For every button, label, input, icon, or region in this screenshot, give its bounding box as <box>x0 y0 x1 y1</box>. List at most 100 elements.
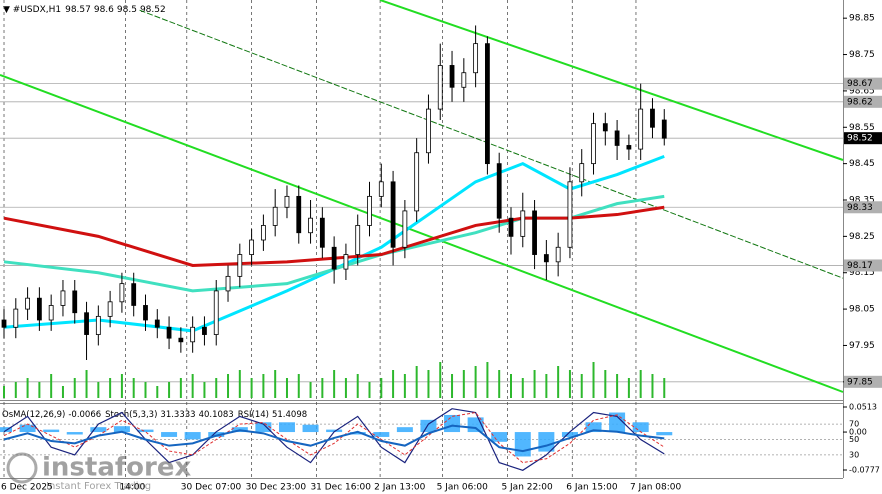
trend-line <box>139 9 844 279</box>
menu-arrow: ▼ <box>3 5 13 15</box>
watermark: instaforex Instant Forex Trading <box>6 452 192 492</box>
osma-bar <box>43 429 60 433</box>
osma-bar <box>66 432 83 435</box>
candle-body <box>543 254 549 263</box>
level-label: 98.62 <box>847 97 873 107</box>
x-tick-label: 31 Dec 16:00 <box>310 483 371 493</box>
osma-bar <box>0 427 13 433</box>
high: 98.6 <box>94 5 114 15</box>
osma-bar <box>90 427 107 433</box>
level-label: 97.85 <box>847 377 873 387</box>
candle-body <box>107 301 113 317</box>
candle-body <box>567 181 573 248</box>
osma-bar <box>349 432 366 435</box>
candle-body <box>367 195 372 226</box>
osma-bar <box>396 427 413 433</box>
osma-bar <box>656 432 673 436</box>
moving-average <box>3 205 665 267</box>
candle-body <box>36 297 42 321</box>
x-tick-label: 6 Dec 2025 <box>1 483 53 493</box>
candle-body <box>626 145 632 150</box>
y-tick-label: 97.95 <box>849 341 875 351</box>
osma-bar <box>561 432 578 437</box>
candle-body <box>190 326 196 343</box>
y-tick-label: 98.45 <box>849 159 875 169</box>
candle-body <box>154 319 160 328</box>
osma-value: -0.0066 <box>68 410 101 420</box>
candle-body <box>296 195 302 234</box>
osma-bar <box>632 422 649 433</box>
candle-body <box>355 225 361 255</box>
candle-body <box>178 337 184 343</box>
candle-body <box>308 217 313 234</box>
candle-body <box>473 43 479 74</box>
candle-body <box>426 108 431 154</box>
osma-bar <box>326 429 343 433</box>
candle-body <box>555 246 561 263</box>
osma-bar <box>161 432 178 437</box>
candle-body <box>520 210 526 237</box>
y-tick-label: 50 <box>849 435 859 444</box>
candle-body <box>202 326 207 335</box>
candle-body <box>319 217 325 248</box>
osma-bar <box>302 424 319 433</box>
candle-body <box>72 290 78 314</box>
open: 98.57 <box>65 5 91 15</box>
candle-body <box>225 275 231 292</box>
logo-tagline: Instant Forex Trading <box>46 481 151 492</box>
trend-line <box>0 73 844 393</box>
osma-bar <box>420 419 437 433</box>
y-tick-label: 98.15 <box>849 268 875 278</box>
level-label: 98.52 <box>847 134 873 144</box>
candle-body <box>331 246 337 270</box>
rsi-name: RSI(14) <box>238 410 269 420</box>
y-tick-label: 30 <box>849 450 859 459</box>
y-tick-label: 98.05 <box>849 305 875 315</box>
x-tick-label: 6 Jan 15:00 <box>566 483 618 493</box>
osma-bar <box>278 422 295 433</box>
osma-bar <box>491 432 508 442</box>
indicator-header: OsMA(12,26,9) -0.0066 Stoch(5,3,3) 31.3333 4… <box>2 410 307 420</box>
osma-bar <box>113 426 130 433</box>
candle-body <box>485 43 490 165</box>
candle-body <box>213 290 219 335</box>
osma-bar <box>585 422 602 433</box>
candle-body <box>119 283 125 303</box>
y-tick-label: 98.35 <box>849 196 875 206</box>
y-tick-label: 98.55 <box>849 123 875 133</box>
rsi-value: 51.4098 <box>272 410 307 420</box>
candle-body <box>414 152 420 212</box>
close: 98.52 <box>140 5 166 15</box>
osma-bar <box>444 414 461 433</box>
y-tick-label: 0.0513 <box>849 403 877 412</box>
level-label: 98.67 <box>847 79 873 89</box>
candle-body <box>249 239 255 255</box>
x-tick-label: 5 Jan 06:00 <box>437 483 489 493</box>
low: 98.5 <box>117 5 137 15</box>
y-tick-label: 98.75 <box>849 50 875 60</box>
symbol: #USDX,H1 <box>13 5 61 15</box>
level-label-box <box>844 77 882 90</box>
candle-body <box>1 319 7 328</box>
trend-line <box>379 0 844 161</box>
osma-bar <box>137 429 154 433</box>
x-tick-label: 14:00 <box>119 483 145 493</box>
level-label-box <box>844 132 882 145</box>
candle-body <box>260 225 266 241</box>
osma-bar <box>255 422 272 433</box>
candle-body <box>591 123 596 165</box>
candle-body <box>378 181 384 197</box>
candle-body <box>284 195 290 208</box>
level-label-box <box>844 375 882 388</box>
x-tick-label: 30 Dec 23:00 <box>246 483 307 493</box>
y-tick-label: -0.0777 <box>849 466 880 475</box>
candle-body <box>237 254 243 277</box>
x-tick-label: 7 Jan 08:00 <box>630 483 682 493</box>
candle-body <box>390 181 396 248</box>
candle-body <box>614 130 620 146</box>
candle-body <box>131 283 137 306</box>
x-tick-label: 30 Dec 07:00 <box>181 483 242 493</box>
candle-body <box>60 290 66 306</box>
candle-body <box>166 326 172 339</box>
